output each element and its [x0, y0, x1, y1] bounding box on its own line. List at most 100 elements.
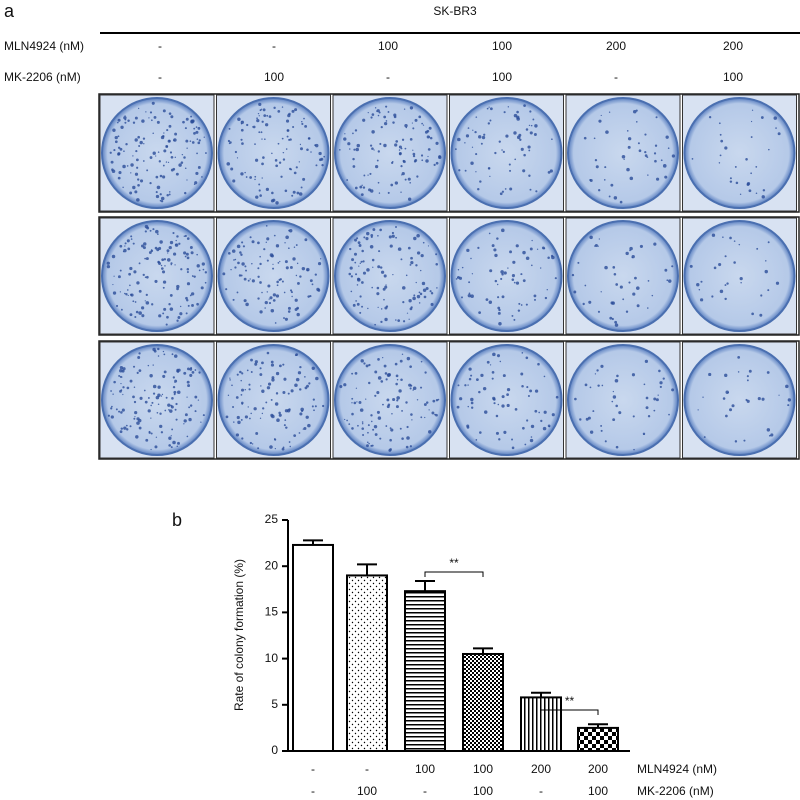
- x-category-label: 200: [588, 762, 608, 776]
- colony: [228, 127, 231, 130]
- colony: [250, 371, 253, 373]
- colony: [311, 283, 314, 286]
- colony: [157, 355, 160, 357]
- colony: [161, 270, 166, 274]
- colony: [310, 151, 312, 153]
- colony: [725, 414, 728, 418]
- colony: [699, 298, 704, 302]
- colony: [270, 308, 275, 313]
- colony: [259, 262, 262, 266]
- colony: [127, 119, 130, 122]
- colony: [323, 155, 326, 158]
- colony: [594, 243, 598, 247]
- colony: [409, 445, 413, 448]
- significance-bracket: [424, 571, 484, 577]
- colony: [139, 140, 143, 145]
- colony: [149, 156, 153, 159]
- colony: [664, 175, 668, 179]
- colony: [489, 364, 492, 366]
- colony: [321, 404, 325, 408]
- colony: [164, 265, 166, 267]
- colony: [529, 131, 533, 135]
- colony: [266, 386, 271, 390]
- colony: [276, 284, 279, 287]
- colony: [236, 373, 239, 376]
- colony: [418, 115, 422, 119]
- colony: [400, 165, 403, 168]
- colony: [762, 189, 766, 192]
- plate: [567, 220, 679, 332]
- colony: [198, 139, 201, 142]
- colony: [251, 443, 254, 445]
- colony: [494, 253, 498, 258]
- colony: [412, 149, 414, 151]
- colony: [496, 237, 499, 240]
- colony: [359, 311, 362, 314]
- x-category-label: 100: [473, 762, 493, 776]
- colony: [402, 301, 405, 304]
- colony: [168, 193, 171, 196]
- colony: [401, 172, 405, 176]
- colony: [138, 369, 142, 373]
- colony: [146, 226, 150, 230]
- colony: [574, 397, 577, 401]
- colony: [186, 270, 189, 274]
- colony: [485, 298, 489, 302]
- colony: [646, 307, 649, 309]
- colony: [167, 252, 169, 254]
- colony: [140, 244, 144, 248]
- colony: [188, 417, 192, 422]
- colony: [515, 281, 520, 285]
- colony: [501, 273, 504, 276]
- colony: [372, 428, 375, 431]
- colony: [138, 311, 142, 315]
- colony: [380, 380, 384, 383]
- colony: [127, 289, 129, 291]
- colony: [127, 294, 129, 297]
- colony: [520, 147, 524, 151]
- colony: [711, 295, 714, 298]
- colony: [355, 387, 358, 389]
- colony: [280, 175, 283, 178]
- colony: [511, 314, 514, 317]
- colony: [135, 435, 139, 439]
- colony: [265, 241, 267, 243]
- colony: [635, 109, 638, 112]
- colony: [601, 384, 604, 387]
- colony: [157, 261, 160, 263]
- colony: [183, 419, 187, 423]
- colony: [529, 110, 532, 113]
- colony: [361, 421, 364, 423]
- colony: [129, 284, 131, 287]
- colony: [186, 256, 190, 260]
- colony: [155, 175, 159, 179]
- colony: [235, 433, 240, 437]
- colony: [304, 124, 308, 128]
- colony: [288, 112, 291, 116]
- colony: [702, 396, 704, 398]
- colony: [162, 175, 166, 179]
- colony: [290, 168, 293, 171]
- colony: [184, 167, 187, 170]
- colony: [785, 384, 789, 389]
- colony: [320, 258, 322, 260]
- colony: [174, 132, 178, 136]
- colony: [119, 269, 122, 272]
- colony: [745, 158, 748, 161]
- y-tick-label: 20: [265, 558, 279, 572]
- colony: [272, 263, 274, 265]
- colony: [351, 372, 354, 375]
- colony: [282, 151, 285, 154]
- colony: [271, 378, 275, 382]
- colony: [497, 296, 500, 299]
- colony: [526, 419, 529, 422]
- colony: [514, 408, 518, 411]
- colony: [258, 183, 261, 186]
- colony: [775, 281, 780, 285]
- colony: [614, 323, 619, 327]
- colony: [359, 185, 363, 189]
- colony: [265, 123, 269, 127]
- colony: [547, 256, 550, 259]
- colony: [497, 311, 501, 315]
- colony: [155, 155, 157, 157]
